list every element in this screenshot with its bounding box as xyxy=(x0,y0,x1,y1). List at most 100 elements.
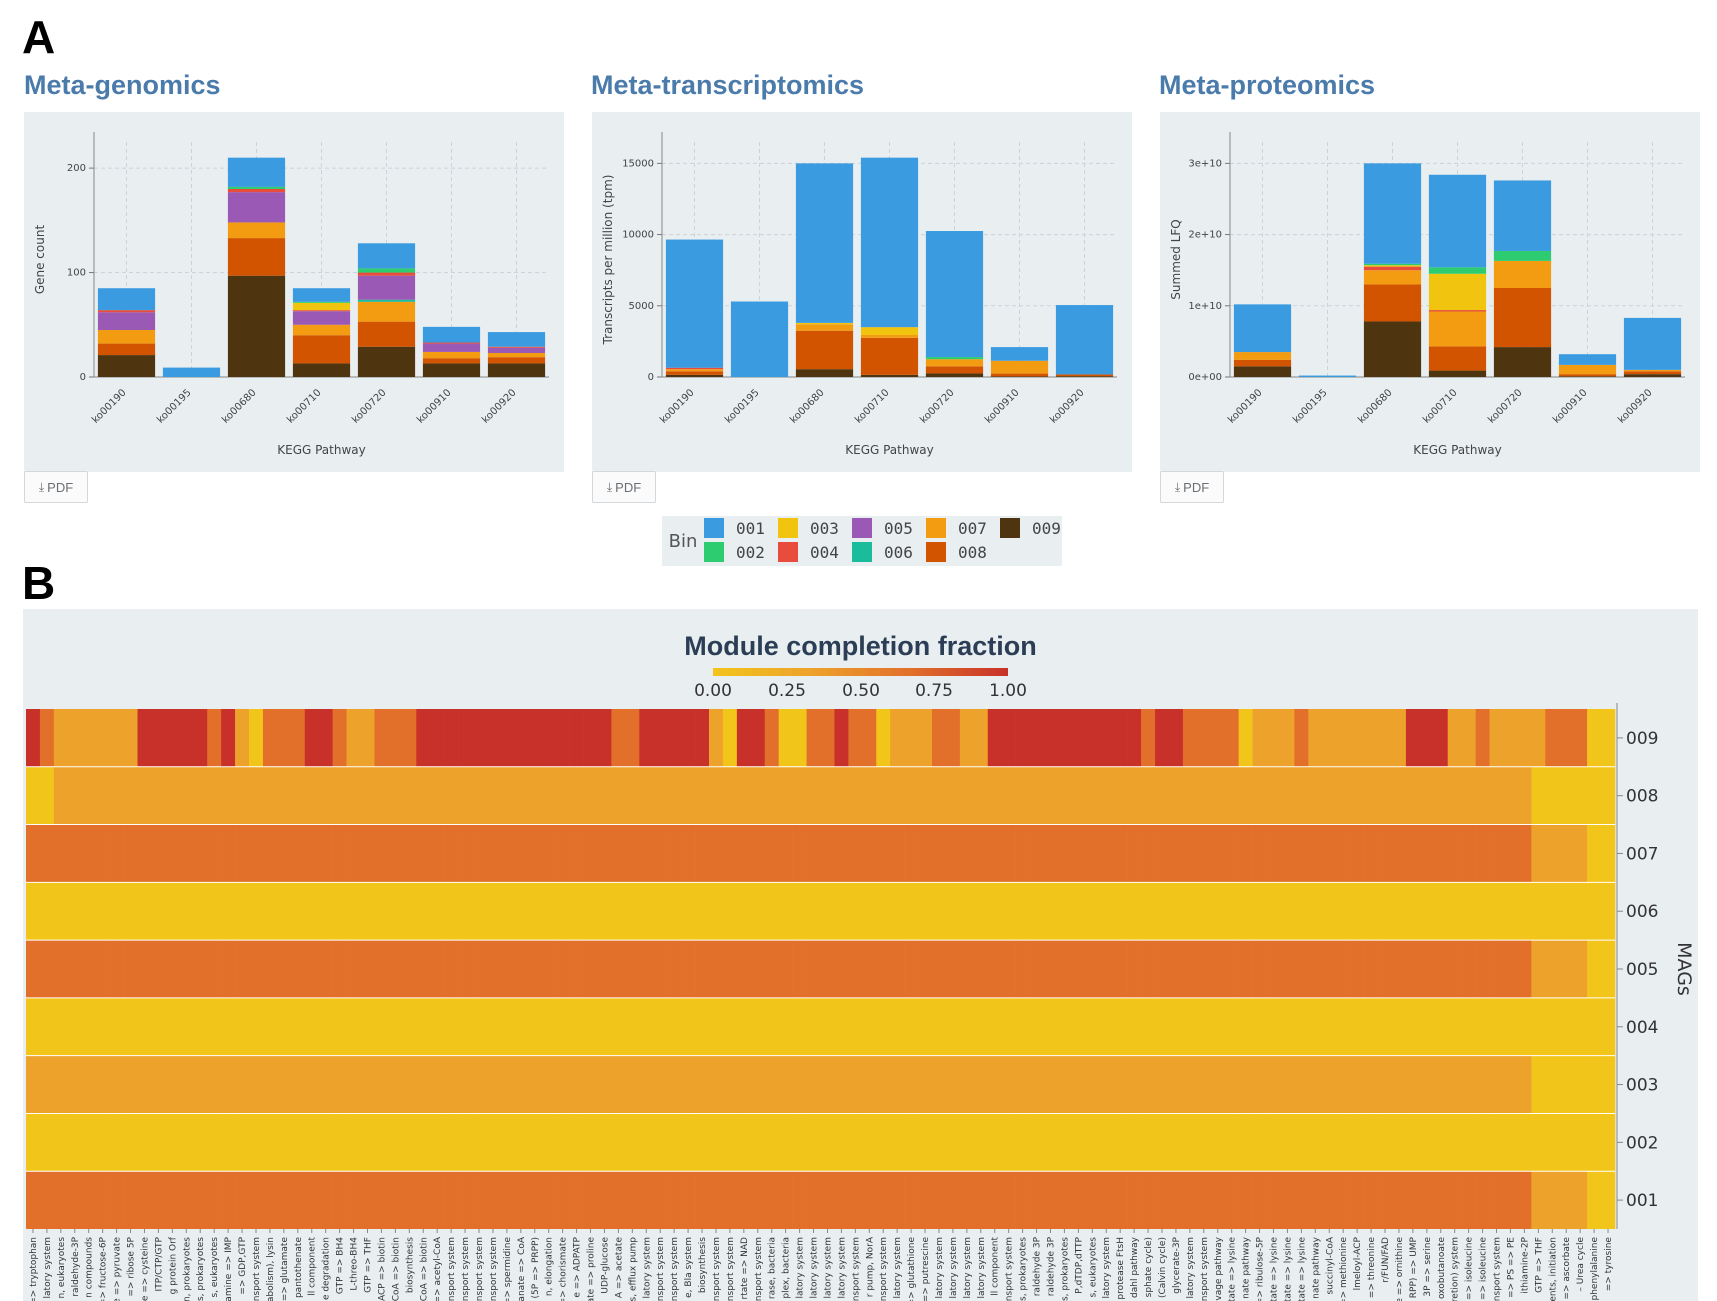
heat-cell xyxy=(1405,709,1421,767)
heat-cell xyxy=(834,1055,849,1114)
heat-cell xyxy=(1378,1055,1393,1114)
heat-column-label: => spermidine xyxy=(503,1237,513,1301)
heat-cell xyxy=(1322,882,1337,941)
heat-cell xyxy=(1475,882,1490,941)
heat-cell xyxy=(625,1055,640,1114)
heat-cell xyxy=(973,824,989,883)
heat-cell xyxy=(1210,940,1226,998)
legend-item-006[interactable]: 006 xyxy=(852,542,913,562)
heat-cell xyxy=(1447,709,1462,767)
proteomics-pdf-button[interactable]: ⤓ PDF xyxy=(1160,471,1224,503)
heat-cell xyxy=(1099,1171,1114,1229)
heat-cell xyxy=(1378,1171,1393,1229)
heat-cell xyxy=(1280,709,1295,767)
heat-cell xyxy=(987,1171,1003,1229)
heat-column-label: latory system xyxy=(893,1237,903,1298)
heat-cell xyxy=(918,766,933,825)
heat-cell xyxy=(1085,997,1100,1056)
heat-cell xyxy=(193,1171,208,1229)
legend-item-009[interactable]: 009 xyxy=(1000,518,1061,538)
heat-cell xyxy=(388,1055,403,1114)
heat-cell xyxy=(973,1055,989,1114)
heat-cell xyxy=(374,1113,389,1172)
bar-ko00710-008 xyxy=(1428,346,1487,371)
heat-cell xyxy=(862,882,877,941)
genomics-pdf-button[interactable]: ⤓ PDF xyxy=(24,471,88,503)
legend-item-005[interactable]: 005 xyxy=(852,518,913,538)
heat-column-label: e degradation xyxy=(322,1237,332,1300)
heat-cell xyxy=(1364,709,1379,767)
heat-cell xyxy=(1085,709,1100,767)
legend-item-002[interactable]: 002 xyxy=(704,542,765,562)
heat-cell xyxy=(862,940,877,998)
legend-item-003[interactable]: 003 xyxy=(778,518,839,538)
heat-cell xyxy=(1391,824,1407,883)
heat-column-label: GTP => THF xyxy=(363,1237,373,1293)
legend-item-007[interactable]: 007 xyxy=(926,518,987,538)
heat-row-label: 003 xyxy=(1626,1076,1658,1096)
heat-cell xyxy=(1029,766,1044,825)
heat-cell xyxy=(221,882,236,941)
heat-cell xyxy=(485,709,501,767)
heat-cell xyxy=(1322,766,1337,825)
bar-ko00720-009 xyxy=(357,346,416,377)
heat-column-label: s, efflux pump xyxy=(628,1237,638,1301)
heat-cell xyxy=(1113,766,1128,825)
heat-cell xyxy=(1252,824,1267,883)
heat-cell xyxy=(945,1113,961,1172)
heat-cell xyxy=(792,1171,807,1229)
legend-item-004[interactable]: 004 xyxy=(778,542,839,562)
heat-cell xyxy=(1029,1113,1044,1172)
heat-cell xyxy=(221,1113,236,1172)
heat-cell xyxy=(583,766,598,825)
heat-cell xyxy=(193,1113,208,1172)
heat-cell xyxy=(1266,1113,1281,1172)
heat-cell xyxy=(360,824,375,883)
heat-cell xyxy=(1294,1171,1309,1229)
bar-ko00720-007 xyxy=(357,301,416,322)
heat-cell xyxy=(290,1055,306,1114)
heat-cell xyxy=(318,824,333,883)
heat-row-label: 001 xyxy=(1626,1191,1658,1211)
heat-cell xyxy=(1364,997,1379,1056)
heat-cell xyxy=(402,882,417,941)
heat-cell xyxy=(820,882,835,941)
heat-cell xyxy=(569,709,584,767)
heat-cell xyxy=(1405,766,1421,825)
transcriptomics-pdf-button[interactable]: ⤓ PDF xyxy=(592,471,656,503)
heat-cell xyxy=(1405,1171,1421,1229)
heat-cell xyxy=(904,997,919,1056)
bar-ko00920-009 xyxy=(487,363,546,377)
heat-cell xyxy=(1545,1171,1560,1229)
heat-cell xyxy=(555,824,570,883)
heat-cell xyxy=(890,766,905,825)
heat-cell xyxy=(583,940,598,998)
legend-item-008[interactable]: 008 xyxy=(926,542,987,562)
heat-column-label: s, eukaryotes xyxy=(1088,1237,1098,1298)
heat-cell xyxy=(918,824,933,883)
bar-ko00195-001 xyxy=(730,301,789,377)
heat-cell xyxy=(290,940,306,998)
heat-column-label: CoA => biotin xyxy=(419,1237,429,1301)
heat-cell xyxy=(959,882,975,941)
bar-ko00720-002 xyxy=(357,268,416,273)
bar-ko00680-007 xyxy=(1363,270,1422,285)
heat-cell xyxy=(137,882,152,941)
heat-cell xyxy=(1587,1113,1602,1172)
genomics-chart: 0 100 200 ko00190 ko00195 ko00680 ko00710 ko007… xyxy=(24,112,564,472)
heat-cell xyxy=(653,1113,668,1172)
heat-row-label: 004 xyxy=(1626,1018,1658,1038)
heat-cell xyxy=(444,997,459,1056)
heat-cell xyxy=(179,1113,194,1172)
heat-cell xyxy=(973,766,989,825)
heat-cell xyxy=(1447,824,1462,883)
heat-cell xyxy=(1057,709,1072,767)
heat-cell xyxy=(541,1113,556,1172)
heat-cell xyxy=(625,940,640,998)
heat-cell xyxy=(792,709,807,767)
bar-ko00920-009 xyxy=(1623,374,1682,377)
heat-cell xyxy=(1182,997,1198,1056)
legend-item-001[interactable]: 001 xyxy=(704,518,765,538)
heat-cell xyxy=(708,766,724,825)
heat-cell xyxy=(402,940,417,998)
